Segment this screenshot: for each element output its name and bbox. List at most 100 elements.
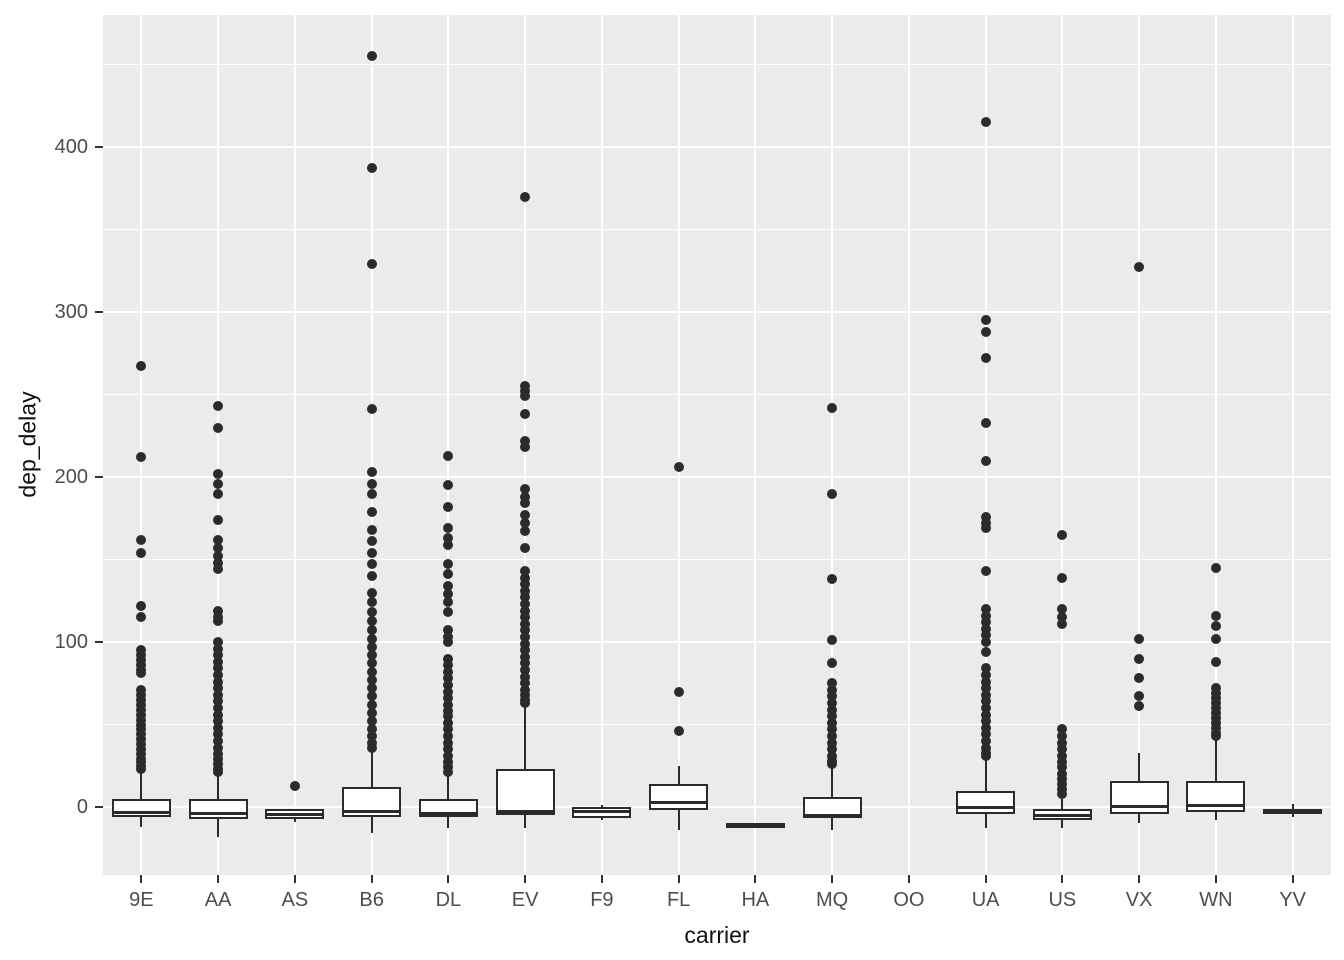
outlier-point: [520, 391, 531, 402]
gridline-major-vertical: [217, 15, 220, 875]
boxplot-whisker-lower: [217, 818, 220, 837]
outlier-point: [443, 737, 454, 748]
gridline-minor: [103, 724, 1331, 726]
boxplot-whisker-upper: [1214, 737, 1217, 781]
outlier-point: [443, 607, 454, 618]
gridline-major: [103, 641, 1331, 643]
outlier-point: [289, 780, 300, 791]
outlier-point: [366, 488, 377, 499]
outlier-point: [520, 518, 531, 529]
x-tick-mark: [370, 875, 373, 883]
x-tick-label: FL: [666, 889, 691, 911]
outlier-point: [1134, 262, 1145, 273]
boxplot-median: [802, 813, 862, 817]
x-tick-mark: [984, 875, 987, 883]
outlier-point: [980, 617, 991, 628]
y-tick-label: 300: [54, 301, 88, 323]
outlier-point: [366, 724, 377, 735]
outlier-point: [520, 638, 531, 649]
x-axis-title: carrier: [684, 922, 750, 948]
boxplot-whisker-upper: [677, 765, 680, 784]
outlier-point: [443, 625, 454, 636]
y-tick-label: 200: [54, 466, 88, 488]
gridline-major-vertical: [1138, 15, 1141, 875]
gridline-minor: [103, 559, 1331, 560]
outlier-point: [366, 51, 377, 62]
outlier-point: [980, 604, 991, 614]
gridline-major-vertical: [140, 15, 143, 875]
outlier-point: [366, 683, 377, 694]
outlier-point: [443, 480, 454, 491]
boxplot-median: [495, 810, 555, 814]
outlier-point: [520, 605, 531, 616]
outlier-point: [366, 666, 377, 677]
boxplot-whisker-upper: [600, 805, 603, 807]
outlier-point: [366, 615, 377, 626]
gridline-minor: [103, 394, 1331, 395]
x-tick-label: VX: [1125, 889, 1153, 911]
outlier-point: [213, 676, 224, 687]
outlier-point: [366, 506, 377, 517]
boxplot-whisker-lower: [1291, 814, 1294, 817]
outlier-point: [520, 585, 531, 596]
outlier-point: [980, 646, 991, 657]
outlier-point: [366, 650, 377, 661]
outlier-point: [827, 488, 838, 499]
outlier-point: [827, 635, 838, 646]
x-tick-label: AA: [204, 889, 232, 911]
outlier-point: [213, 637, 224, 647]
outlier-point: [1057, 572, 1068, 583]
boxplot-median: [188, 812, 248, 816]
boxplot-whisker-lower: [1138, 813, 1141, 823]
outlier-point: [520, 618, 531, 629]
x-tick-mark: [600, 875, 603, 883]
outlier-point: [443, 679, 454, 690]
gridline-major: [103, 311, 1331, 313]
outlier-point: [213, 670, 224, 680]
outlier-point: [520, 698, 531, 709]
gridline-major-vertical: [754, 15, 757, 875]
outlier-point: [443, 653, 454, 664]
outlier-point: [1210, 610, 1221, 621]
outlier-point: [1057, 618, 1068, 629]
boxplot-median: [649, 800, 709, 804]
outlier-point: [520, 651, 531, 662]
outlier-point: [136, 452, 147, 463]
outlier-point: [827, 717, 838, 728]
outlier-point: [443, 569, 454, 580]
outlier-point: [980, 315, 991, 326]
outlier-point: [366, 467, 377, 478]
outlier-point: [366, 633, 377, 644]
outlier-point: [827, 678, 838, 689]
outlier-point: [1134, 633, 1145, 644]
outlier-point: [980, 716, 991, 727]
outlier-point: [443, 450, 454, 461]
outlier-point: [520, 566, 531, 577]
outlier-point: [366, 625, 377, 636]
outlier-point: [520, 498, 531, 509]
outlier-point: [213, 716, 224, 727]
gridline-major: [103, 806, 1331, 809]
outlier-point: [366, 742, 377, 753]
boxplot-median: [1263, 810, 1323, 814]
x-tick-mark: [1291, 875, 1294, 883]
y-tick-mark: [95, 641, 103, 643]
outlier-point: [980, 417, 991, 428]
gridline-major-vertical: [984, 15, 987, 875]
boxplot-whisker-upper: [524, 706, 527, 770]
boxplot-whisker-upper: [370, 750, 373, 788]
outlier-point: [136, 668, 147, 679]
outlier-point: [1134, 691, 1145, 702]
x-tick-mark: [447, 875, 450, 883]
outlier-point: [980, 729, 991, 740]
y-axis-title: dep_delay: [14, 391, 41, 498]
outlier-point: [213, 736, 224, 747]
outlier-point: [443, 501, 454, 512]
gridline-major-vertical: [1291, 15, 1294, 875]
x-tick-mark: [140, 875, 143, 883]
boxplot-whisker-lower: [524, 815, 527, 829]
outlier-point: [443, 539, 454, 550]
outlier-point: [213, 650, 224, 661]
x-tick-mark: [1061, 875, 1064, 883]
